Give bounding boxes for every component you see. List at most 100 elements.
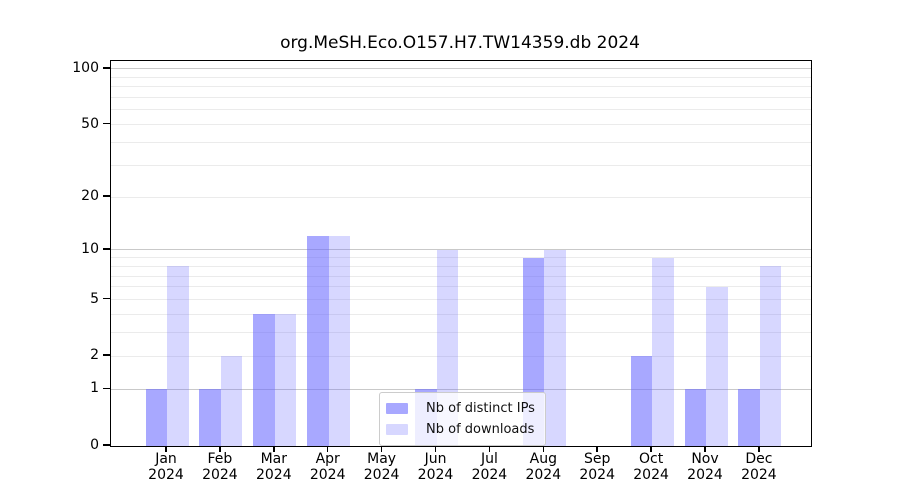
y-tick-label-50: 50	[81, 115, 99, 132]
bar-distinct-ips-nov	[684, 389, 706, 446]
x-tick-year: 2024	[633, 467, 669, 483]
x-tick-year: 2024	[687, 467, 723, 483]
x-axis-tick-mar	[273, 446, 275, 452]
gridline-9	[111, 257, 811, 259]
gridline-80	[111, 86, 811, 88]
x-axis-tick-oct	[650, 446, 652, 452]
gridline-5	[111, 299, 811, 301]
x-tick-month: Nov	[691, 451, 719, 467]
x-tick-year: 2024	[148, 467, 184, 483]
x-tick-month: Dec	[745, 451, 773, 467]
x-tick-month: Aug	[529, 451, 557, 467]
x-tick-year: 2024	[741, 467, 777, 483]
x-axis-tick-may	[380, 446, 383, 452]
gridline-70	[111, 97, 811, 99]
bar-downloads-mar	[274, 314, 297, 446]
bar-downloads-apr	[328, 236, 351, 446]
gridline-1	[111, 388, 811, 390]
gridline-90	[111, 76, 811, 78]
gridline-50	[111, 124, 811, 126]
x-tick-month: Feb	[207, 451, 233, 467]
legend-item-distinct-ips: Nb of distinct IPs	[386, 398, 535, 419]
gridline-8	[111, 265, 811, 267]
y-axis-tick-50	[103, 122, 110, 125]
x-tick-label-dec: Dec 2024	[727, 451, 791, 483]
gridline-10	[111, 249, 811, 251]
x-tick-month: Apr	[315, 451, 340, 467]
chart-title: org.MeSH.Eco.O157.H7.TW14359.db 2024	[280, 33, 640, 53]
x-tick-year: 2024	[417, 467, 454, 483]
y-tick-label-5: 5	[90, 290, 99, 307]
bar-downloads-nov	[706, 286, 728, 446]
y-axis-tick-20	[103, 195, 110, 197]
y-axis-tick-100	[103, 66, 110, 69]
x-tick-label-nov: Nov 2024	[673, 451, 737, 483]
gridline-7	[111, 275, 811, 277]
bar-downloads-jan	[167, 266, 189, 446]
x-tick-label-aug: Aug 2024	[511, 451, 575, 483]
y-tick-label-1: 1	[90, 380, 99, 397]
x-tick-label-jul: Jul 2024	[457, 451, 521, 483]
legend: Nb of distinct IPs Nb of downloads	[379, 392, 546, 446]
y-axis-tick-1	[103, 387, 110, 390]
x-tick-month: Jul	[480, 451, 498, 467]
y-tick-label-20: 20	[81, 188, 99, 205]
x-tick-label-apr: Apr 2024	[296, 451, 360, 483]
x-tick-year: 2024	[579, 467, 615, 483]
legend-item-downloads: Nb of downloads	[386, 419, 535, 440]
bar-distinct-ips-jan	[145, 389, 167, 446]
x-tick-label-jan: Jan 2024	[134, 451, 198, 483]
legend-label-distinct-ips: Nb of distinct IPs	[426, 401, 535, 416]
y-tick-label-10: 10	[81, 240, 99, 257]
bar-distinct-ips-oct	[630, 356, 653, 446]
x-tick-month: Mar	[260, 451, 287, 467]
x-tick-month: May	[367, 451, 397, 467]
x-axis-tick-dec	[758, 446, 760, 452]
gridline-40	[111, 141, 811, 143]
bar-distinct-ips-mar	[253, 314, 275, 446]
legend-swatch-distinct-ips-icon	[386, 403, 408, 414]
x-tick-year: 2024	[471, 467, 508, 483]
x-axis-tick-feb	[219, 446, 221, 452]
gridline-3	[111, 332, 811, 334]
bar-downloads-feb	[220, 356, 243, 446]
gridline-60	[111, 109, 811, 111]
gridline-30	[111, 164, 811, 166]
y-axis-tick-10	[103, 248, 110, 250]
x-tick-label-mar: Mar 2024	[242, 451, 306, 483]
x-tick-month: Jan	[155, 451, 177, 467]
bar-downloads-oct	[652, 257, 674, 446]
x-tick-year: 2024	[363, 467, 400, 483]
legend-swatch-downloads-icon	[386, 424, 408, 435]
x-tick-month: Sep	[583, 451, 611, 467]
x-axis-tick-sep	[596, 446, 598, 452]
x-axis-tick-jul	[488, 446, 491, 452]
bar-distinct-ips-apr	[307, 236, 329, 446]
y-tick-label-100: 100	[72, 59, 99, 76]
x-axis-tick-jan	[165, 446, 167, 452]
y-axis-tick-5	[103, 297, 110, 300]
x-axis-tick-nov	[704, 446, 706, 452]
x-tick-label-jun: Jun 2024	[404, 451, 468, 483]
plot-area	[110, 60, 812, 447]
bar-distinct-ips-feb	[199, 389, 221, 446]
bar-distinct-ips-dec	[738, 389, 760, 446]
x-axis-tick-aug	[542, 446, 545, 452]
y-tick-label-0: 0	[90, 437, 99, 453]
x-tick-year: 2024	[202, 467, 238, 483]
gridline-6	[111, 286, 811, 288]
x-axis-tick-jun	[434, 446, 437, 452]
x-tick-month: Jun	[424, 451, 447, 467]
x-tick-year: 2024	[255, 467, 292, 483]
x-tick-label-oct: Oct 2024	[619, 451, 683, 483]
y-axis-tick-0	[103, 444, 110, 446]
x-tick-label-feb: Feb 2024	[188, 451, 252, 483]
gridline-4	[111, 313, 811, 315]
x-tick-label-may: May 2024	[350, 451, 414, 483]
x-tick-label-sep: Sep 2024	[565, 451, 629, 483]
y-axis-tick-2	[103, 354, 110, 356]
y-tick-label-2: 2	[90, 347, 99, 364]
gridline-20	[111, 196, 811, 198]
legend-label-downloads: Nb of downloads	[426, 422, 535, 437]
